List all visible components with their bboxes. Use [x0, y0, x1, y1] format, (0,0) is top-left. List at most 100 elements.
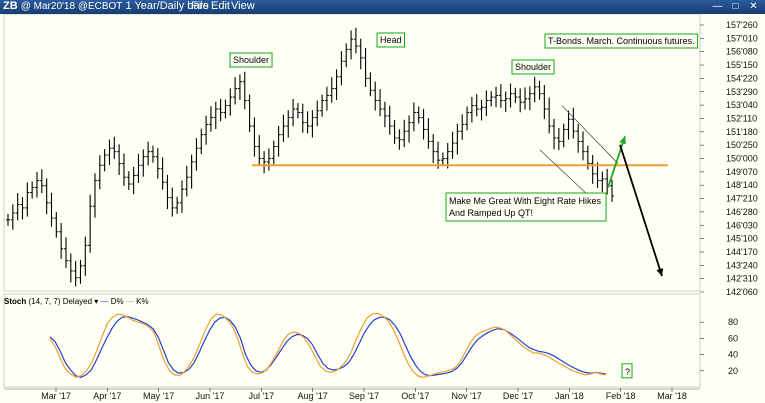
- x-tick-label: Sep '17: [349, 391, 379, 401]
- price-bar: [97, 155, 102, 190]
- price-bar: [566, 110, 571, 140]
- y-tick-label: 155'150: [726, 60, 758, 70]
- price-bar: [34, 171, 39, 198]
- x-tick-label: Mar '17: [41, 391, 71, 401]
- price-bar: [10, 204, 15, 230]
- note-box: [445, 192, 607, 222]
- price-bar: [194, 138, 199, 171]
- y-tick-label: 142'310: [726, 274, 758, 284]
- price-bar: [271, 140, 276, 165]
- price-bar: [445, 142, 450, 169]
- note-line1: Make Me Great With Eight Rate Hikes: [449, 196, 602, 206]
- price-bar: [155, 148, 160, 179]
- x-tick-label: Oct '17: [401, 391, 429, 401]
- price-bar: [489, 91, 494, 107]
- price-panel: [3, 14, 701, 292]
- price-bar: [121, 153, 126, 186]
- price-bar: [421, 108, 426, 140]
- head-label: Head: [380, 35, 402, 45]
- price-bar: [68, 253, 73, 283]
- price-bar: [170, 187, 175, 217]
- price-bar: [600, 171, 605, 193]
- price-bar: [92, 173, 97, 218]
- y-tick-label: 146'030: [726, 220, 758, 230]
- y-tick-label: 148'140: [726, 180, 758, 190]
- y-tick-label: 146'280: [726, 207, 758, 217]
- x-tick-label: May '17: [143, 391, 174, 401]
- note-line2: And Ramped Up QT!: [449, 208, 533, 218]
- question-box: [621, 363, 633, 379]
- price-bar: [257, 135, 262, 166]
- stoch-k-line: [49, 312, 607, 378]
- price-bar: [373, 81, 378, 111]
- close-icon[interactable]: ✕: [749, 1, 758, 12]
- price-bar: [59, 223, 64, 259]
- price-bar: [25, 182, 30, 217]
- price-bar: [223, 99, 228, 119]
- price-bar: [426, 118, 431, 149]
- price-bar: [228, 88, 233, 116]
- stoch-d-line: [49, 315, 607, 378]
- x-tick-label: Aug '17: [298, 391, 328, 401]
- d-legend: D%: [110, 297, 124, 306]
- price-bar: [537, 80, 542, 100]
- y-tick-label: 142'060: [726, 287, 758, 297]
- stoch-header: Stoch (14, 7, 7) Delayed ▾ — D% — K%: [4, 297, 149, 306]
- menu-view[interactable]: View: [231, 0, 255, 12]
- price-bar: [83, 236, 88, 276]
- y-tick-label: 147'210: [726, 194, 758, 204]
- price-bar: [146, 141, 151, 166]
- d-line-icon: —: [100, 297, 109, 306]
- price-bar: [175, 196, 180, 214]
- price-bar: [44, 178, 49, 215]
- price-bar: [556, 127, 561, 151]
- price-bar: [571, 107, 576, 139]
- price-bar: [15, 193, 20, 221]
- y-tick-label: 150'250: [726, 140, 758, 150]
- price-bar: [547, 97, 552, 134]
- k-line-icon: —: [125, 297, 134, 306]
- x-tick-label: Dec '17: [503, 391, 533, 401]
- y-tick-label: 143'240: [726, 260, 758, 270]
- maximize-icon[interactable]: □: [732, 1, 739, 12]
- shoulder-right-label: Shoulder: [515, 62, 551, 72]
- menu-file[interactable]: File: [191, 0, 209, 12]
- price-bar: [508, 83, 513, 108]
- menu-edit[interactable]: Edit: [211, 0, 230, 12]
- price-bar: [494, 86, 499, 108]
- price-bar: [479, 100, 484, 121]
- price-bar: [469, 96, 474, 123]
- price-bar: [117, 144, 122, 175]
- price-bar: [276, 125, 281, 157]
- price-bar: [136, 153, 141, 183]
- price-bar: [102, 149, 107, 172]
- price-bar: [358, 38, 363, 70]
- y-tick-label: 152'110: [726, 113, 757, 123]
- price-bar: [503, 91, 508, 112]
- price-bar: [73, 260, 78, 287]
- minimize-icon[interactable]: —: [712, 1, 723, 12]
- price-bar: [532, 76, 537, 103]
- x-tick-label: Jun '17: [196, 391, 225, 401]
- price-bar: [281, 114, 286, 142]
- head-label-box: [376, 32, 406, 48]
- dropdown-icon[interactable]: ▾: [94, 297, 99, 306]
- price-bar: [527, 86, 532, 111]
- symbol-label: ZB @ Mar20'18 @ECBOT 1 Year/Daily bars: [3, 0, 209, 12]
- price-bar: [542, 85, 547, 120]
- price-bar: [474, 94, 479, 117]
- price-bar: [165, 174, 170, 210]
- stoch-tick-label: 20: [728, 366, 738, 376]
- price-bar: [189, 154, 194, 189]
- price-bar: [107, 139, 112, 166]
- y-tick-label: 157'260: [726, 20, 758, 30]
- x-tick-label: Jul '17: [248, 391, 274, 401]
- price-bar: [460, 114, 465, 140]
- price-bar: [252, 117, 257, 157]
- price-bar: [310, 110, 315, 138]
- price-bar: [334, 69, 339, 101]
- y-tick-label: 153'290: [726, 87, 758, 97]
- price-bar: [126, 171, 131, 190]
- price-bar: [339, 51, 344, 86]
- k-legend: K%: [136, 297, 149, 306]
